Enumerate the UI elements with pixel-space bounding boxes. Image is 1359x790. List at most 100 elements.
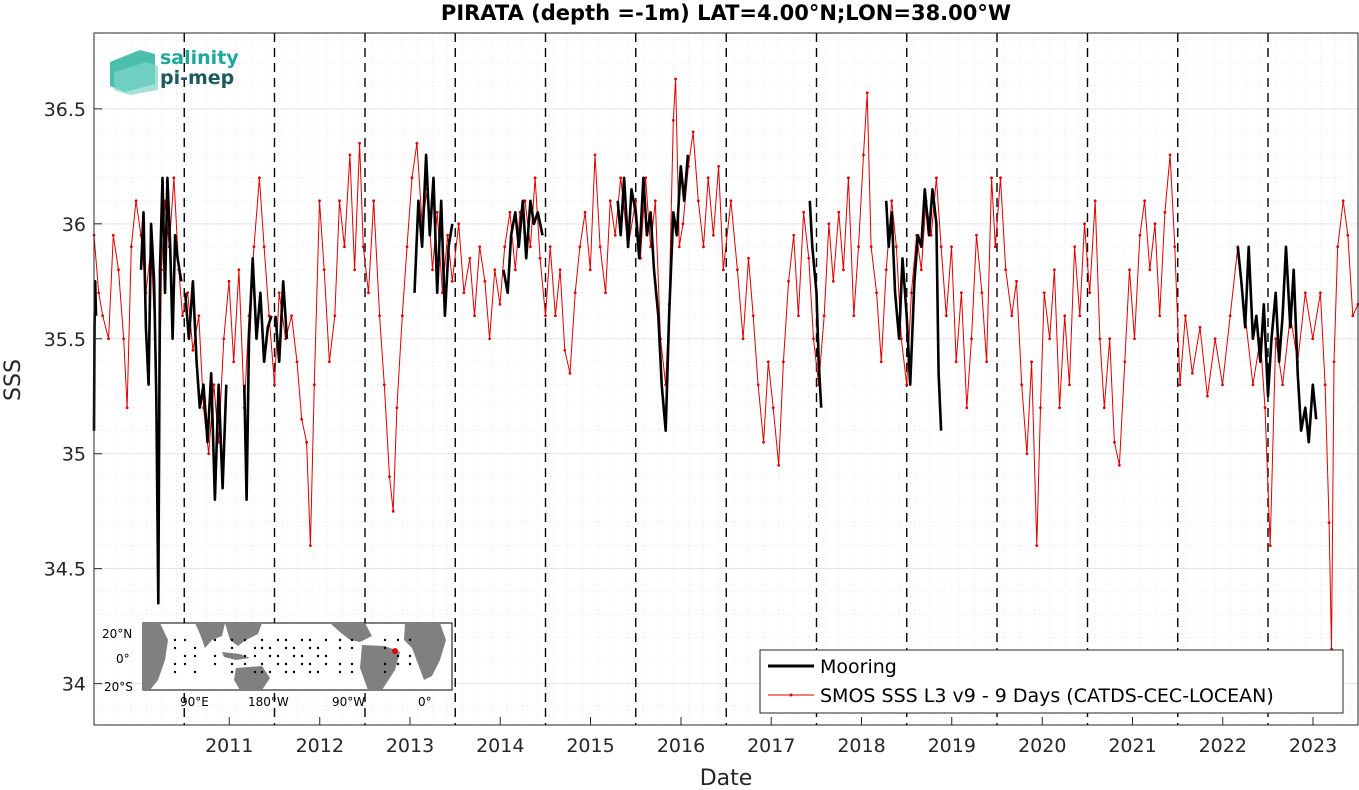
station-dot xyxy=(260,662,264,666)
y-tick-label: 36 xyxy=(62,214,86,236)
series-point xyxy=(729,199,733,203)
series-point xyxy=(702,245,705,249)
series-point xyxy=(884,268,888,272)
series-point xyxy=(598,245,602,249)
x-tick-label: 2015 xyxy=(566,735,614,757)
mooring-stations xyxy=(173,638,412,674)
series-point xyxy=(954,360,958,364)
station-dot xyxy=(338,670,342,674)
series-point xyxy=(181,314,184,318)
station-dot xyxy=(324,654,328,658)
station-dot xyxy=(396,662,400,666)
series-point xyxy=(318,199,321,203)
series-point xyxy=(1068,383,1071,387)
series-line-segment xyxy=(808,200,823,408)
station-dot xyxy=(230,646,234,650)
series-point xyxy=(807,256,811,260)
series-point xyxy=(649,245,652,249)
series-point xyxy=(308,544,312,548)
series-point xyxy=(762,440,765,444)
legend-smos-label: SMOS SSS L3 v9 - 9 Days (CATDS-CEC-LOCEA… xyxy=(820,685,1274,707)
series-point xyxy=(513,268,517,272)
station-dot xyxy=(183,638,187,642)
series-point xyxy=(1351,314,1355,318)
series-point xyxy=(777,463,781,467)
station-dot xyxy=(292,654,296,658)
series-point xyxy=(950,245,953,249)
legend: Mooring SMOS SSS L3 v9 - 9 Days (CATDS-C… xyxy=(759,649,1344,714)
series-point xyxy=(405,245,409,249)
series-point xyxy=(747,256,750,260)
mooring-series xyxy=(92,153,1318,605)
logo-wave-icon-2 xyxy=(114,62,158,95)
series-point xyxy=(523,199,527,203)
station-dot xyxy=(350,670,354,674)
series-point xyxy=(857,245,860,249)
lon-label-90e: 90°E xyxy=(180,695,209,709)
station-dot xyxy=(284,646,288,650)
series-point xyxy=(1268,544,1272,548)
series-point xyxy=(277,291,281,295)
series-point xyxy=(478,245,482,249)
station-dot xyxy=(268,670,272,674)
series-point xyxy=(827,222,831,226)
series-point xyxy=(1143,199,1147,203)
series-point xyxy=(267,314,271,318)
series-point xyxy=(1035,544,1039,548)
series-point xyxy=(1148,268,1152,272)
series-point xyxy=(343,245,346,249)
station-dot xyxy=(253,670,257,674)
station-dot xyxy=(338,638,342,642)
series-point xyxy=(691,130,695,134)
series-point xyxy=(353,268,357,272)
series-point xyxy=(361,245,365,249)
y-axis-label: SSS xyxy=(1,359,26,401)
lat-label-0: 0° xyxy=(116,652,130,666)
series-point xyxy=(508,210,512,214)
logo-text-salinity: salinity xyxy=(160,47,239,69)
station-dot xyxy=(338,662,342,666)
series-point xyxy=(1319,291,1322,295)
series-point xyxy=(273,383,276,387)
series-point xyxy=(1088,291,1092,295)
legend-smos-marker xyxy=(789,693,793,697)
series-point xyxy=(999,176,1002,180)
series-point xyxy=(939,245,943,249)
station-dot xyxy=(383,638,387,642)
minor-grid xyxy=(94,33,1358,725)
series-point xyxy=(1042,291,1046,295)
series-point xyxy=(122,337,126,341)
year-marker-lines xyxy=(183,33,1269,725)
inset-map: 20°N 0° 20°S 90°E 180°W 90°W 0° xyxy=(102,622,453,709)
series-point xyxy=(1228,314,1232,318)
series-point xyxy=(1058,406,1061,410)
station-dot xyxy=(193,670,197,674)
series-point xyxy=(1168,153,1172,157)
station-dot xyxy=(276,662,280,666)
series-point xyxy=(1327,521,1331,525)
africa-landmass xyxy=(143,623,168,690)
series-point xyxy=(578,245,582,249)
series-point xyxy=(1281,383,1284,387)
series-point xyxy=(529,245,532,249)
series-point xyxy=(312,383,316,387)
series-point xyxy=(435,210,439,214)
series-point xyxy=(295,360,299,364)
lat-label-20n: 20°N xyxy=(102,627,132,641)
series-point xyxy=(959,291,963,295)
y-axis-ticks: 34 34.5 35 35.5 36 36.5 xyxy=(44,99,102,696)
station-dot xyxy=(408,654,412,658)
series-point xyxy=(990,176,993,180)
series-point xyxy=(1093,199,1097,203)
series-point xyxy=(338,199,341,203)
series-point xyxy=(212,383,216,387)
series-point xyxy=(899,337,903,341)
station-dot xyxy=(173,670,177,674)
x-tick-label: 2017 xyxy=(747,735,795,757)
series-point xyxy=(910,291,913,295)
series-point xyxy=(1117,463,1121,467)
series-point xyxy=(533,176,537,180)
plot-frame xyxy=(93,32,1359,726)
series-point xyxy=(372,199,376,203)
series-line-segment xyxy=(1236,245,1318,444)
